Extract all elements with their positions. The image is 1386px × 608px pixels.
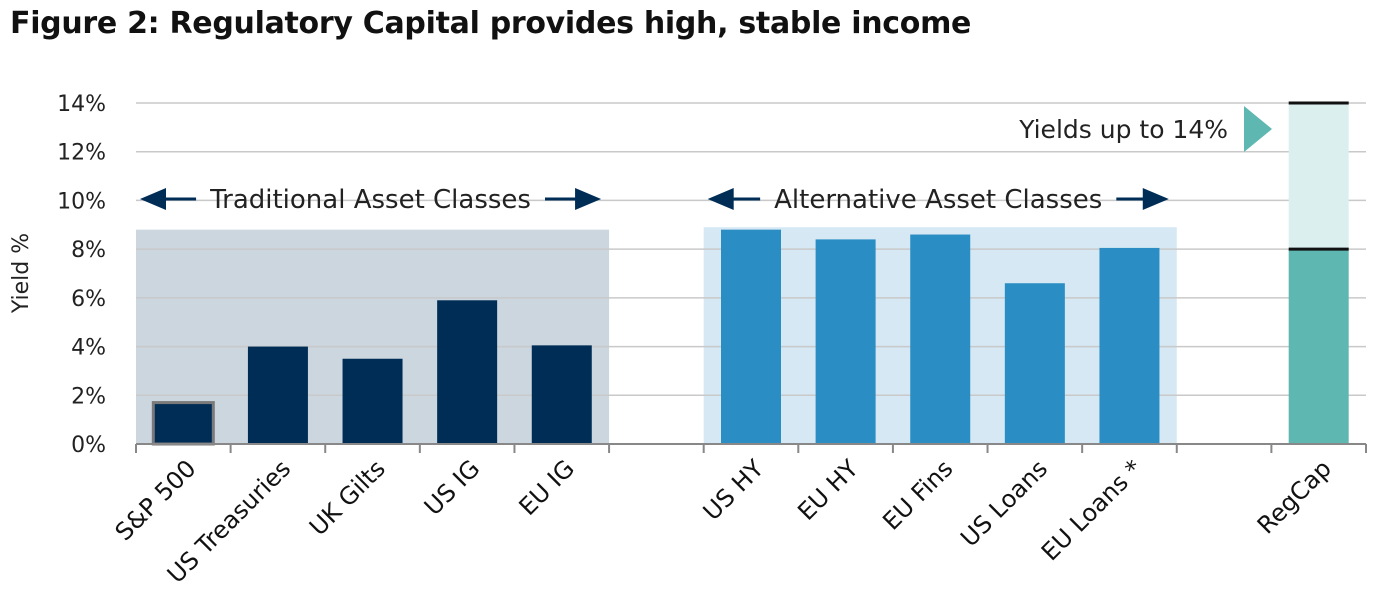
bar <box>815 239 876 444</box>
y-tick-label: 4% <box>71 336 106 361</box>
regcap-range-bar <box>1288 103 1349 250</box>
y-tick-label: 8% <box>71 238 106 263</box>
y-tick-label: 10% <box>57 189 106 214</box>
x-tick-label: S&P 500 <box>110 454 202 546</box>
arrow-right-icon <box>1142 188 1169 210</box>
arrow-left-icon <box>140 188 166 210</box>
x-tick-label: EU Loans * <box>1036 454 1148 566</box>
bar <box>151 401 215 446</box>
bar <box>1099 247 1160 444</box>
x-tick-label: UK Gilts <box>304 454 391 541</box>
y-tick-label: 6% <box>71 287 106 312</box>
x-tick-label: EU IG <box>514 454 581 521</box>
x-tick-label: US HY <box>698 454 770 526</box>
chart-title: Figure 2: Regulatory Capital provides hi… <box>10 6 972 41</box>
y-tick-label: 2% <box>71 384 106 409</box>
group-label: Alternative Asset Classes <box>774 185 1102 215</box>
bar <box>910 234 971 444</box>
bar <box>531 345 592 444</box>
arrow-right-icon <box>575 188 602 210</box>
arrow-left-icon <box>707 188 734 210</box>
y-tick-label: 0% <box>71 433 106 458</box>
bar <box>721 229 781 444</box>
group-label: Traditional Asset Classes <box>209 185 531 215</box>
y-axis-label: Yield % <box>9 233 34 314</box>
bar <box>247 346 308 444</box>
bar <box>342 358 403 444</box>
x-tick-label: RegCap <box>1252 454 1337 539</box>
y-tick-label: 12% <box>57 141 106 166</box>
bar <box>1004 283 1065 444</box>
x-tick-label: EU Fins <box>877 454 958 535</box>
bar <box>1288 249 1349 444</box>
x-tick-label: US IG <box>419 454 486 521</box>
x-tick-label: US Loans <box>955 454 1053 552</box>
x-tick-label: EU HY <box>792 454 864 526</box>
bar <box>437 300 498 444</box>
annotation-arrow-icon <box>1244 106 1272 152</box>
y-tick-label: 14% <box>57 92 106 117</box>
annotation-label: Yields up to 14% <box>1018 115 1228 144</box>
